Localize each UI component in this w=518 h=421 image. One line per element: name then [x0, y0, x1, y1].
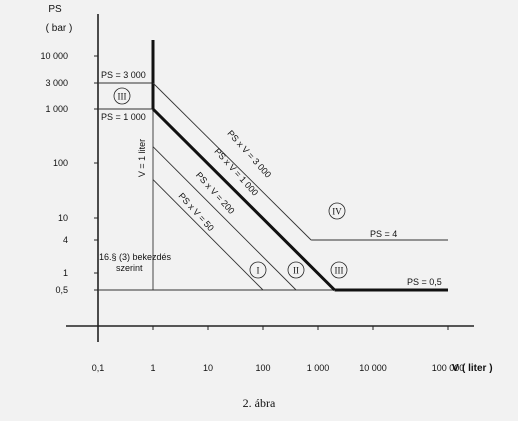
region-circle [113, 87, 131, 105]
axes: 0,5 1 4 10 100 1 000 3 000 10 000 0,1 1 10 100 1 000… [40, 4, 492, 374]
region-circle [249, 261, 267, 279]
line-psv-3000 [152, 82, 312, 241]
annotation-label: PS = 4 [370, 229, 397, 239]
x-tick-label: 1 000 [307, 363, 330, 373]
y-axis-label: PS [48, 4, 62, 15]
region-circle [287, 261, 305, 279]
x-axis-label: V [452, 363, 459, 374]
x-tick-label: 100 [255, 363, 270, 373]
annotation-label: PS = 0,5 [407, 277, 442, 287]
y-tick-label: 100 [53, 158, 68, 168]
chart-lines [98, 40, 448, 292]
annotation-label: PS = 1 000 [101, 112, 146, 122]
y-tick-label: 10 000 [40, 51, 68, 61]
y-tick-label: 0,5 [55, 285, 68, 295]
line-psv-50 [152, 179, 264, 291]
y-tick-label: 1 [63, 268, 68, 278]
annotation-label: szerint [116, 263, 143, 273]
x-axis-unit: ( liter ) [462, 363, 493, 374]
annotation-label: V = 1 liter [137, 139, 147, 177]
region-label: I [257, 266, 260, 276]
region-circle [330, 261, 348, 279]
figure-caption: 2. ábra [242, 396, 276, 410]
x-tick-label: 0,1 [92, 363, 105, 373]
region-label: III [118, 92, 127, 102]
chart-canvas: 0,5 1 4 10 100 1 000 3 000 10 000 0,1 1 10 100 1 000… [40, 4, 492, 374]
x-tick-label: 100 000 [432, 363, 465, 373]
y-tick-label: 10 [58, 213, 68, 223]
y-tick-label: 3 000 [45, 78, 68, 88]
annotation-label: PS x V = 50 [177, 191, 216, 233]
region-circle [328, 202, 346, 220]
annotation-label: 16.§ (3) bekezdés [99, 252, 172, 262]
x-tick-label: 10 [203, 363, 213, 373]
region-label: III [335, 266, 344, 276]
line-psv-1000 [151, 107, 336, 292]
x-tick-label: 10 000 [359, 363, 387, 373]
y-axis-unit: ( bar ) [46, 23, 73, 34]
y-tick-label: 4 [63, 235, 68, 245]
x-tick-label: 1 [150, 363, 155, 373]
annotation-label: PS = 3 000 [101, 70, 146, 80]
region-label: II [293, 266, 299, 276]
y-tick-label: 1 000 [45, 104, 68, 114]
region-label: IV [332, 207, 342, 217]
line-psv-200 [152, 146, 297, 291]
annotations: PS = 3 000 PS = 1 000 V = 1 liter PS x V = … [99, 70, 442, 287]
